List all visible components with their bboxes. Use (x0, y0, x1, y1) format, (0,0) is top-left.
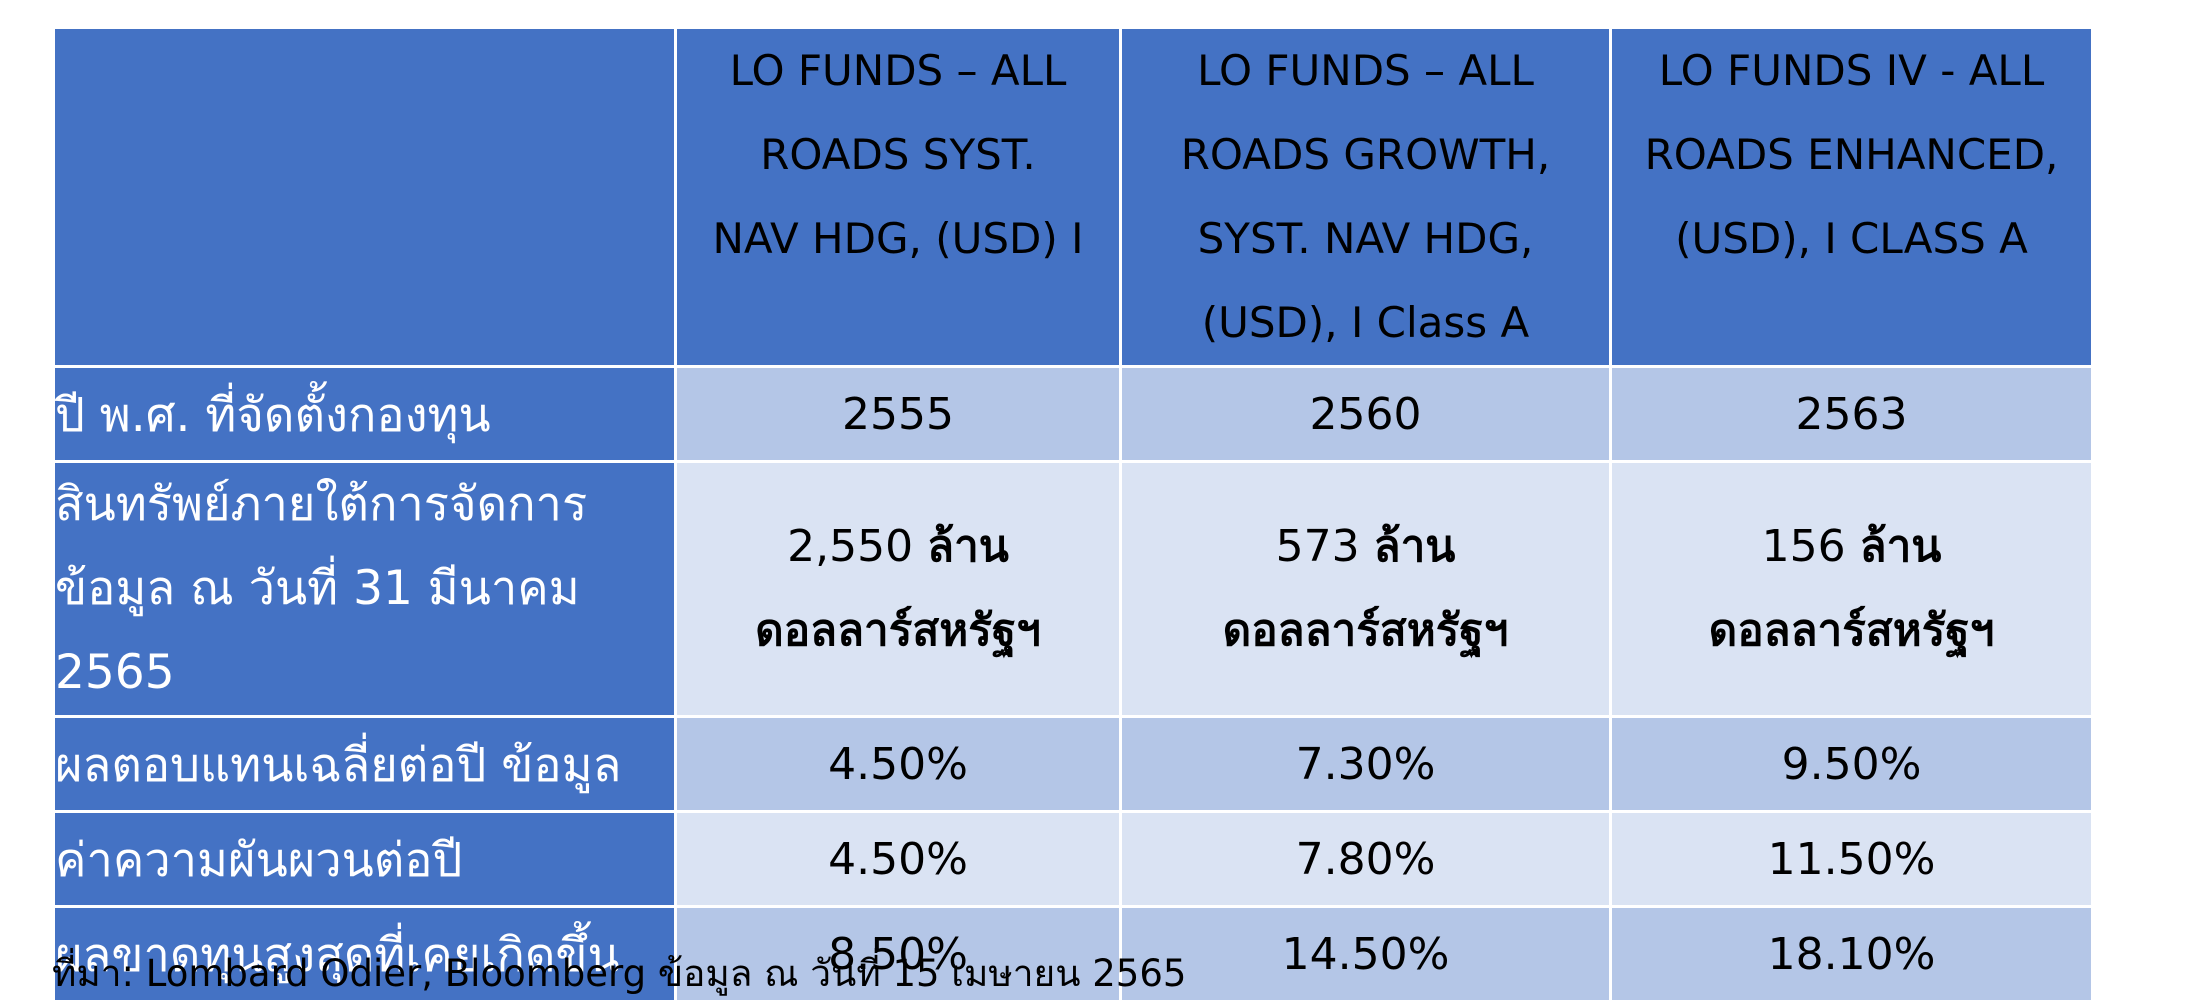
row-label-inception-year: ปี พ.ศ. ที่จัดตั้งกองทุน (52, 365, 677, 463)
corner-cell (52, 26, 677, 368)
table-row-annual-return: ผลตอบแทนเฉลี่ยต่อปี ข้อมูล 4.50% 7.30% 9… (52, 715, 2094, 813)
row-label-aum: สินทรัพย์ภายใต้การจัดการ ข้อมูล ณ วันที่… (52, 460, 677, 718)
cell-value: 8.50% (674, 905, 1122, 1003)
table-row-inception-year: ปี พ.ศ. ที่จัดตั้งกองทุน 2555 2560 2563 (52, 365, 2094, 463)
header-line: NAV HDG, (USD) I (712, 214, 1084, 263)
cell-value: 14.50% (1119, 905, 1612, 1003)
table-row-volatility: ค่าความผันผวนต่อปี 4.50% 7.80% 11.50% (52, 810, 2094, 908)
header-line: LO FUNDS – ALL (1197, 46, 1534, 95)
cell-value: 7.30% (1119, 715, 1612, 813)
header-line: (USD), I Class A (1201, 298, 1530, 347)
header-line: SYST. NAV HDG, (1197, 214, 1534, 263)
cell-aum: 573 ล้าน ดอลลาร์สหรัฐฯ (1119, 460, 1612, 718)
cell-value: 2555 (674, 365, 1122, 463)
table-row-aum: สินทรัพย์ภายใต้การจัดการ ข้อมูล ณ วันที่… (52, 460, 2094, 718)
row-label-line: สินทรัพย์ภายใต้การจัดการ (55, 477, 588, 532)
cell-aum: 2,550 ล้าน ดอลลาร์สหรัฐฯ (674, 460, 1122, 718)
table-header-row: LO FUNDS – ALL ROADS SYST. NAV HDG, (USD… (52, 26, 2094, 368)
row-label-line: ข้อมูล ณ วันที่ 31 มีนาคม 2565 (55, 561, 580, 700)
cell-value: 4.50% (674, 810, 1122, 908)
aum-unit-word: ล้าน (1859, 521, 1942, 572)
cell-value: 2560 (1119, 365, 1612, 463)
row-label-max-drawdown: ผลขาดทุนสูงสุดที่เคยเกิดขึ้น (52, 905, 677, 1003)
fund-header-all-roads-enhanced: LO FUNDS IV - ALL ROADS ENHANCED, (USD),… (1609, 26, 2094, 368)
cell-value: 4.50% (674, 715, 1122, 813)
header-line: LO FUNDS IV - ALL (1658, 46, 2045, 95)
aum-currency: ดอลลาร์สหรัฐฯ (755, 605, 1041, 656)
fund-header-all-roads: LO FUNDS – ALL ROADS SYST. NAV HDG, (USD… (674, 26, 1122, 368)
header-line: ROADS ENHANCED, (1644, 130, 2059, 179)
source-footnote: ที่มา: Lombard Odier, Bloomberg ข้อมูล ณ… (52, 952, 1187, 995)
fund-comparison-table: LO FUNDS – ALL ROADS SYST. NAV HDG, (USD… (52, 26, 2094, 1003)
cell-value: 9.50% (1609, 715, 2094, 813)
aum-unit-word: ล้าน (1373, 521, 1456, 572)
header-line: ROADS SYST. (760, 130, 1036, 179)
fund-header-all-roads-growth: LO FUNDS – ALL ROADS GROWTH, SYST. NAV H… (1119, 26, 1612, 368)
aum-unit-word: ล้าน (927, 521, 1009, 572)
aum-currency: ดอลลาร์สหรัฐฯ (1708, 605, 1995, 656)
table-row-max-drawdown: ผลขาดทุนสูงสุดที่เคยเกิดขึ้น 8.50% 14.50… (52, 905, 2094, 1003)
cell-value: 7.80% (1119, 810, 1612, 908)
aum-amount: 573 (1275, 521, 1360, 572)
cell-aum: 156 ล้าน ดอลลาร์สหรัฐฯ (1609, 460, 2094, 718)
row-label-volatility: ค่าความผันผวนต่อปี (52, 810, 677, 908)
header-line: LO FUNDS – ALL (729, 46, 1067, 95)
row-label-annual-return: ผลตอบแทนเฉลี่ยต่อปี ข้อมูล (52, 715, 677, 813)
aum-currency: ดอลลาร์สหรัฐฯ (1222, 605, 1509, 656)
header-line: (USD), I CLASS A (1675, 214, 2028, 263)
aum-amount: 156 (1761, 521, 1846, 572)
header-line: ROADS GROWTH, (1180, 130, 1551, 179)
cell-value: 11.50% (1609, 810, 2094, 908)
cell-value: 2563 (1609, 365, 2094, 463)
cell-value: 18.10% (1609, 905, 2094, 1003)
aum-amount: 2,550 (787, 521, 914, 572)
